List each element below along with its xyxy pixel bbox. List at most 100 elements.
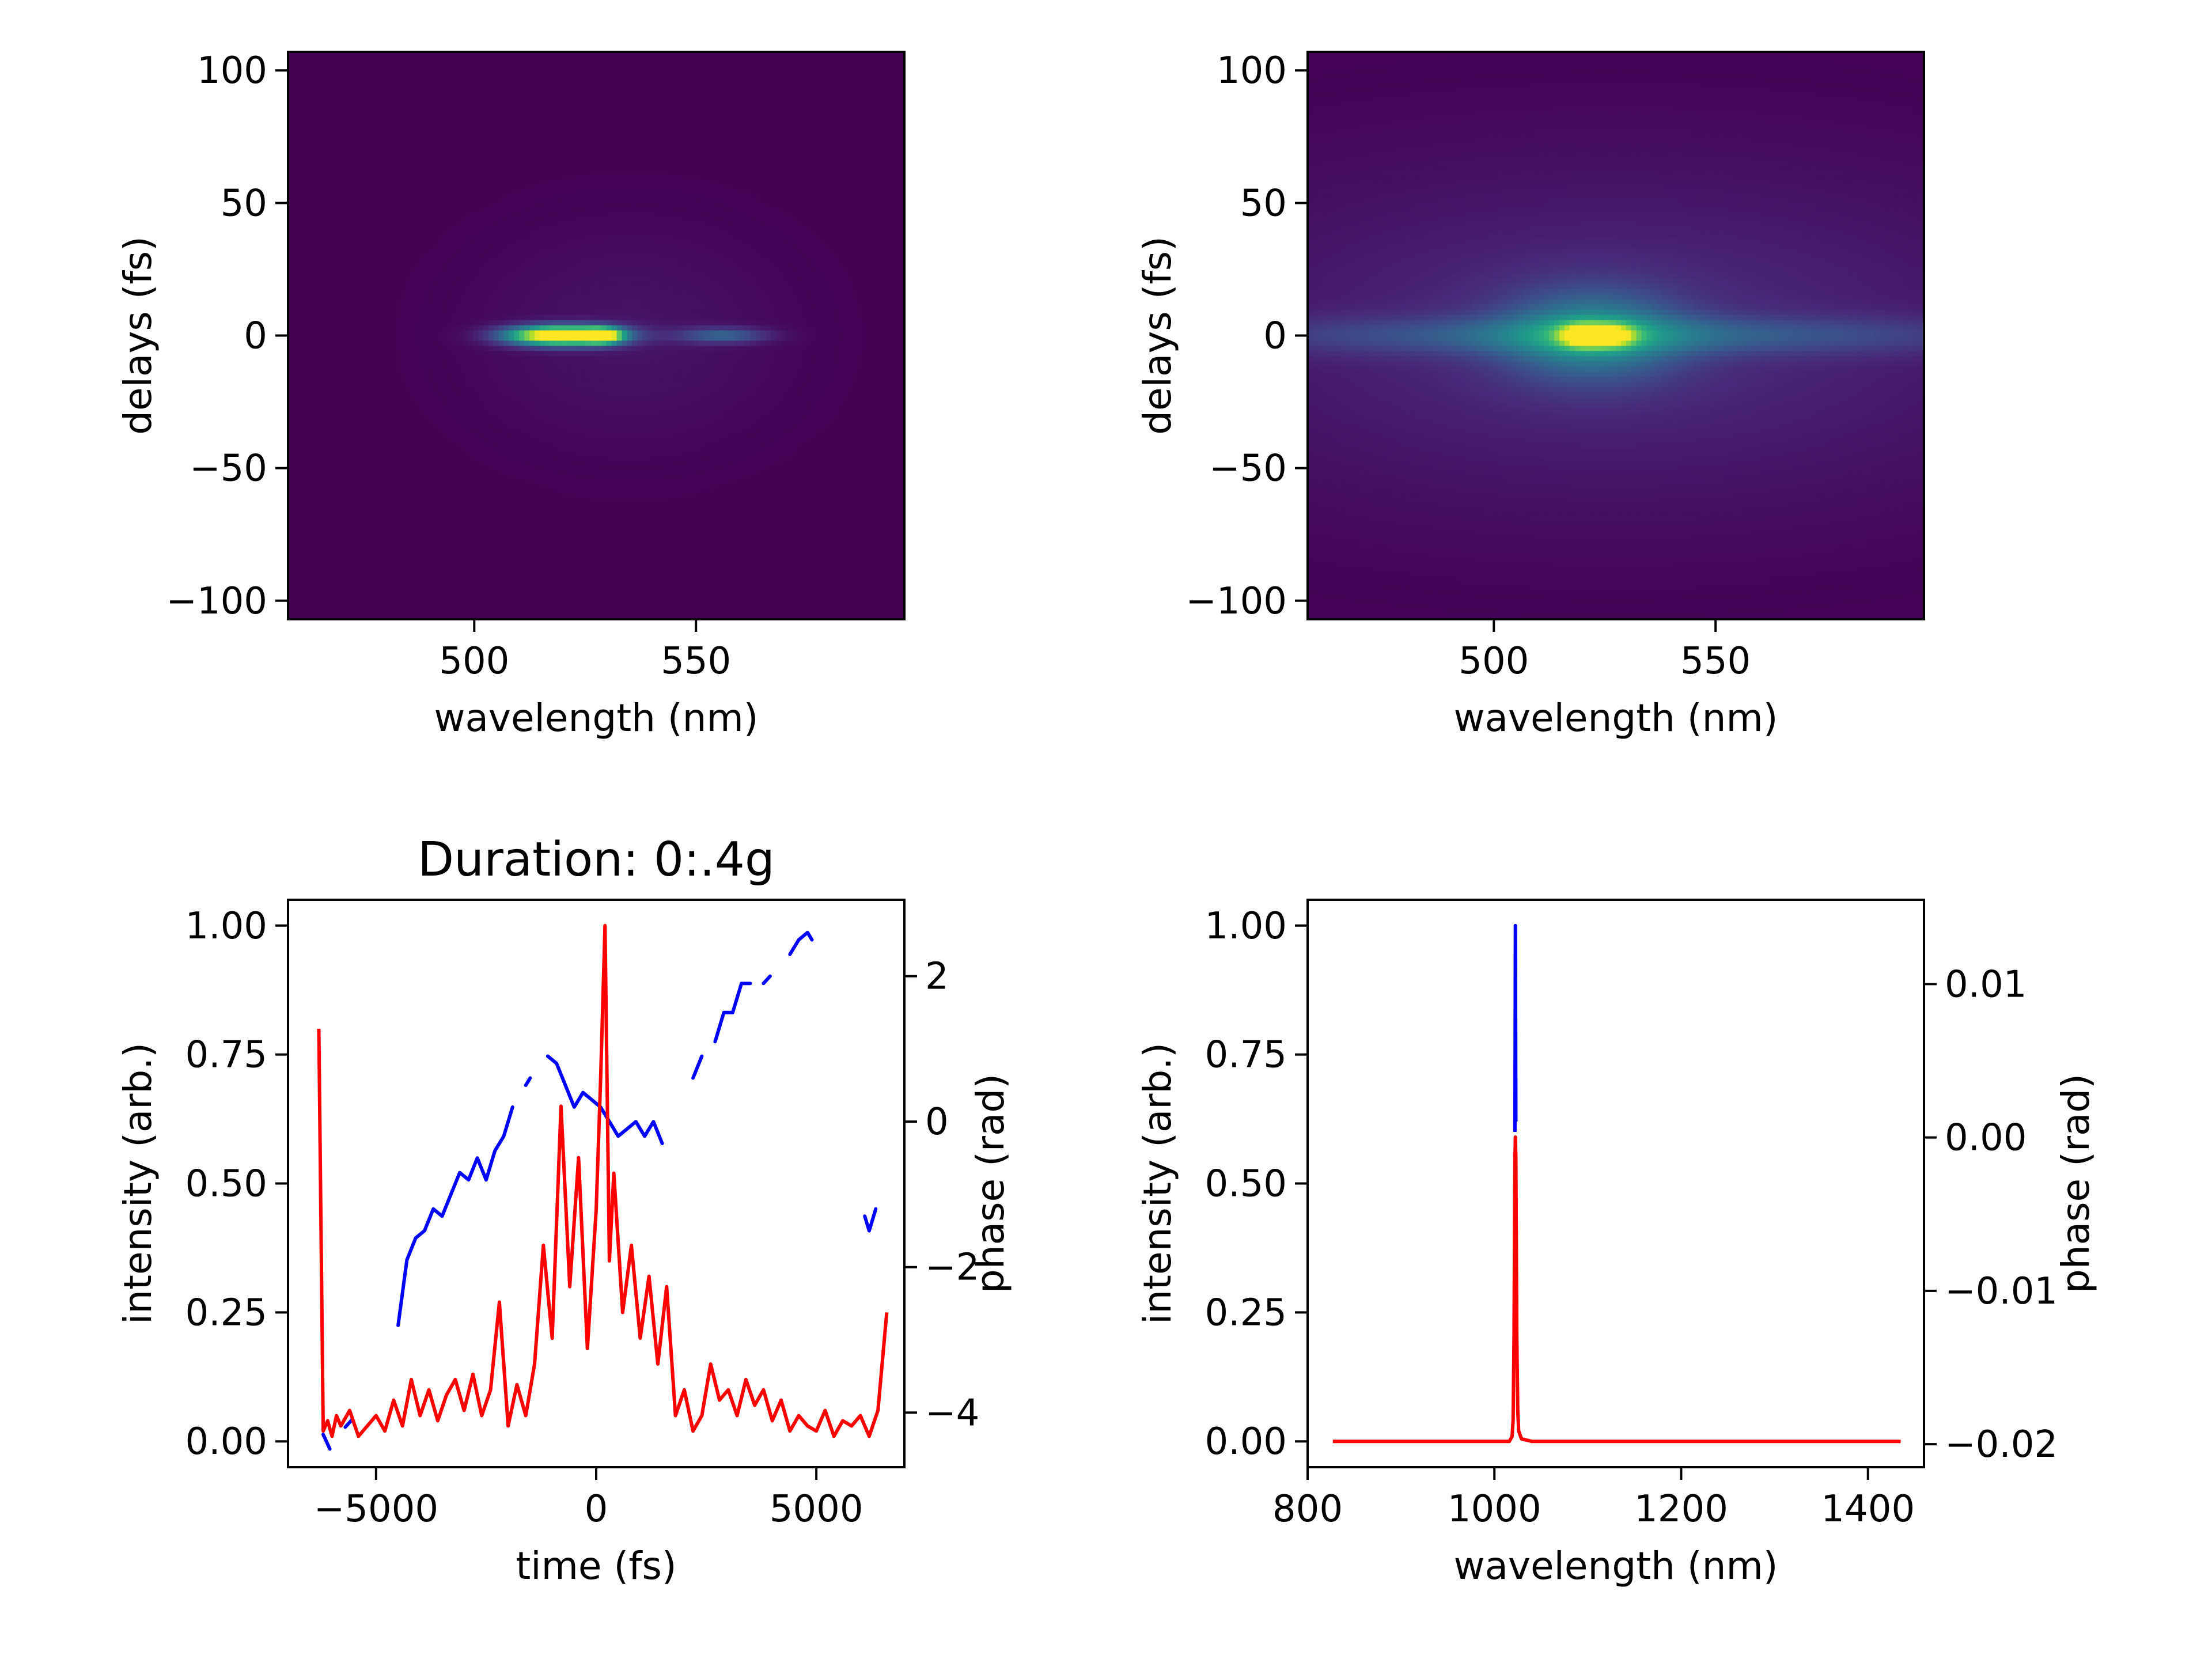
- heatmap-cell: [421, 232, 427, 238]
- heatmap-cell: [853, 56, 859, 63]
- heatmap-cell: [755, 227, 761, 233]
- heatmap-cell: [847, 217, 854, 223]
- heatmap-cell: [647, 232, 653, 238]
- heatmap-cell: [514, 56, 520, 63]
- heatmap-cell: [524, 243, 530, 248]
- heatmap-cell: [339, 160, 345, 166]
- heatmap-cell: [560, 129, 566, 135]
- heatmap-cell: [632, 211, 638, 218]
- heatmap-cell: [642, 191, 648, 197]
- heatmap-cell: [478, 72, 484, 78]
- heatmap-cell: [308, 170, 315, 176]
- heatmap-cell: [442, 134, 448, 140]
- heatmap-cell: [375, 67, 381, 73]
- heatmap-cell: [878, 82, 884, 89]
- heatmap-cell: [653, 160, 658, 166]
- heatmap-cell: [442, 227, 448, 233]
- heatmap-cell: [503, 62, 510, 68]
- heatmap-cell: [596, 113, 602, 119]
- heatmap-cell: [591, 62, 597, 68]
- heatmap-cell: [555, 248, 561, 253]
- heatmap-cell: [535, 56, 540, 63]
- heatmap-cell: [729, 82, 736, 89]
- heatmap-cell: [847, 103, 854, 109]
- heatmap-cell: [637, 56, 643, 63]
- heatmap-cell: [653, 237, 658, 243]
- heatmap-cell: [622, 243, 628, 248]
- heatmap-cell: [843, 113, 849, 119]
- heatmap-cell: [740, 150, 746, 156]
- heatmap-cell: [452, 52, 458, 58]
- heatmap-cell: [411, 258, 417, 264]
- heatmap-cell: [359, 191, 366, 197]
- heatmap-cell: [391, 145, 396, 150]
- heatmap-cell: [463, 232, 468, 238]
- heatmap-cell: [760, 232, 766, 238]
- heatmap-cell: [350, 180, 355, 187]
- heatmap-cell: [637, 139, 643, 145]
- heatmap-cell: [847, 211, 854, 218]
- heatmap-cell: [514, 155, 520, 161]
- heatmap-cell: [473, 258, 479, 264]
- heatmap-cell: [365, 119, 371, 124]
- heatmap-cell: [734, 72, 741, 78]
- heatmap-cell: [606, 119, 612, 124]
- heatmap-cell: [781, 129, 787, 135]
- heatmap-cell: [806, 206, 813, 213]
- heatmap-cell: [734, 124, 741, 130]
- heatmap-cell: [637, 243, 643, 248]
- heatmap-cell: [734, 185, 741, 192]
- heatmap-cell: [350, 93, 355, 99]
- heatmap-cell: [493, 185, 499, 192]
- heatmap-cell: [329, 108, 335, 115]
- heatmap-cell: [380, 113, 387, 119]
- heatmap-cell: [339, 263, 345, 269]
- heatmap-cell: [370, 211, 376, 218]
- heatmap-cell: [457, 170, 463, 176]
- heatmap-cell: [668, 88, 674, 94]
- heatmap-cell: [750, 62, 756, 68]
- heatmap-cell: [324, 150, 329, 156]
- heatmap-cell: [878, 139, 884, 145]
- heatmap-cell: [668, 185, 674, 192]
- heatmap-cell: [529, 160, 535, 166]
- heatmap-cell: [734, 113, 741, 119]
- heatmap-cell: [529, 82, 535, 89]
- heatmap-cell: [535, 222, 540, 228]
- heatmap-cell: [468, 150, 474, 156]
- heatmap-cell: [519, 88, 525, 94]
- heatmap-cell: [776, 129, 782, 135]
- heatmap-cell: [858, 206, 864, 213]
- heatmap-cell: [863, 232, 869, 238]
- heatmap-cell: [298, 180, 304, 187]
- heatmap-cell: [380, 103, 387, 109]
- heatmap-cell: [729, 165, 736, 171]
- heatmap-cell: [673, 155, 679, 161]
- heatmap-cell: [519, 67, 525, 73]
- heatmap-cell: [760, 258, 766, 264]
- heatmap-cell: [755, 201, 761, 207]
- heatmap-cell: [431, 119, 438, 124]
- heatmap-cell: [791, 227, 797, 233]
- heatmap-cell: [683, 155, 690, 161]
- heatmap-cell: [329, 93, 335, 99]
- heatmap-cell: [303, 52, 309, 58]
- heatmap-cell: [596, 196, 602, 202]
- heatmap-cell: [457, 56, 463, 63]
- heatmap-cell: [616, 170, 623, 176]
- heatmap-cell: [889, 237, 895, 243]
- heatmap-cell: [611, 211, 618, 218]
- heatmap-cell: [678, 253, 684, 259]
- heatmap-cell: [365, 77, 371, 84]
- heatmap-cell: [662, 145, 669, 150]
- heatmap-cell: [878, 237, 884, 243]
- heatmap-cell: [699, 196, 704, 202]
- heatmap-cell: [771, 93, 777, 99]
- heatmap-cell: [637, 129, 643, 135]
- heatmap-cell: [688, 258, 695, 264]
- heatmap-cell: [796, 243, 802, 248]
- heatmap-cell: [354, 206, 361, 213]
- heatmap-cell: [699, 72, 704, 78]
- heatmap-cell: [396, 113, 402, 119]
- heatmap-cell: [488, 150, 494, 156]
